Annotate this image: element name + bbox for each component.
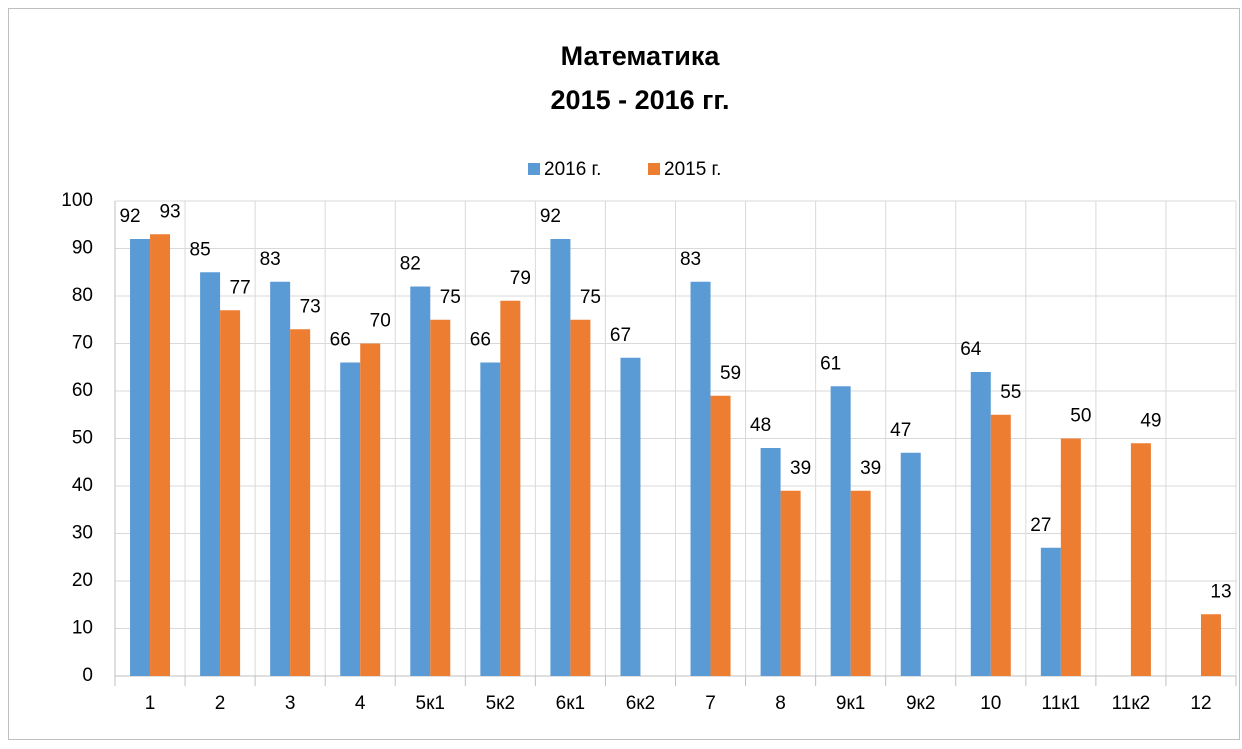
bar [480,362,501,676]
y-tick-label: 80 [72,285,93,306]
data-label: 79 [510,268,531,289]
y-tick-label: 10 [72,618,93,639]
x-tick-label: 6к2 [626,693,655,714]
data-label: 82 [400,254,421,275]
bar [690,281,711,676]
legend-label: 2015 г. [664,159,721,180]
x-tick-label: 2 [215,693,226,714]
data-label: 93 [159,201,180,222]
data-label: 83 [260,249,281,270]
data-label: 47 [890,420,911,441]
y-tick-label: 100 [61,190,93,211]
bar [340,362,361,676]
data-label: 92 [540,206,561,227]
bar [430,319,451,676]
data-label: 67 [610,325,631,346]
bar [990,414,1011,676]
y-tick-label: 90 [72,238,93,259]
data-label: 61 [820,353,841,374]
bar [970,372,991,676]
bar [780,490,801,676]
bar [290,329,311,676]
y-tick-label: 70 [72,333,93,354]
bar [150,234,171,676]
y-tick-label: 50 [72,428,93,449]
bar [760,448,781,676]
data-label: 70 [370,311,391,332]
data-label: 50 [1070,406,1091,427]
bar [220,310,241,676]
y-tick-label: 60 [72,380,93,401]
bar [360,343,381,676]
data-label: 85 [190,239,211,260]
data-label: 73 [300,296,321,317]
x-tick-label: 3 [285,693,296,714]
data-label: 13 [1210,581,1231,602]
y-tick-label: 40 [72,475,93,496]
y-tick-label: 0 [82,665,93,686]
x-tick-label: 9к2 [906,693,935,714]
x-tick-label: 5к2 [486,693,515,714]
bar [270,281,291,676]
data-label: 92 [119,206,140,227]
bar [200,272,221,676]
x-tick-label: 12 [1190,693,1211,714]
bar [710,395,731,676]
bar [900,452,921,676]
bar [500,300,521,676]
bar [570,319,591,676]
x-tick-label: 7 [705,693,716,714]
x-tick-label: 11к2 [1112,693,1151,714]
x-tick-label: 6к1 [556,693,585,714]
x-tick-label: 1 [145,693,156,714]
x-tick-label: 8 [775,693,786,714]
data-label: 48 [750,415,771,436]
data-label: 66 [330,330,351,351]
data-label: 75 [580,287,601,308]
chart-title: 2015 - 2016 гг. [551,85,730,115]
x-tick-label: 4 [355,693,366,714]
data-label: 59 [720,363,741,384]
x-tick-label: 11к1 [1042,693,1081,714]
legend-swatch [528,163,540,175]
data-label: 27 [1030,515,1051,536]
y-tick-label: 20 [72,570,93,591]
bar [550,239,571,676]
bar [130,239,151,676]
x-tick-label: 10 [980,693,1001,714]
legend-swatch [648,163,660,175]
data-label: 77 [230,277,251,298]
chart-title: Математика [561,41,721,71]
bar [1200,614,1221,676]
data-label: 75 [440,287,461,308]
legend-label: 2016 г. [544,159,601,180]
data-label: 83 [680,249,701,270]
bar [1040,547,1061,676]
data-label: 39 [790,458,811,479]
bar [1130,443,1151,676]
data-label: 49 [1140,410,1161,431]
bar [830,386,851,676]
y-tick-label: 30 [72,523,93,544]
bar [410,286,431,676]
bar [620,357,641,676]
data-label: 39 [860,458,881,479]
data-label: 64 [960,339,982,360]
bar [850,490,871,676]
x-tick-label: 9к1 [836,693,865,714]
bar [1060,438,1081,676]
data-label: 55 [1000,382,1021,403]
x-tick-label: 5к1 [416,693,445,714]
data-label: 66 [470,330,491,351]
